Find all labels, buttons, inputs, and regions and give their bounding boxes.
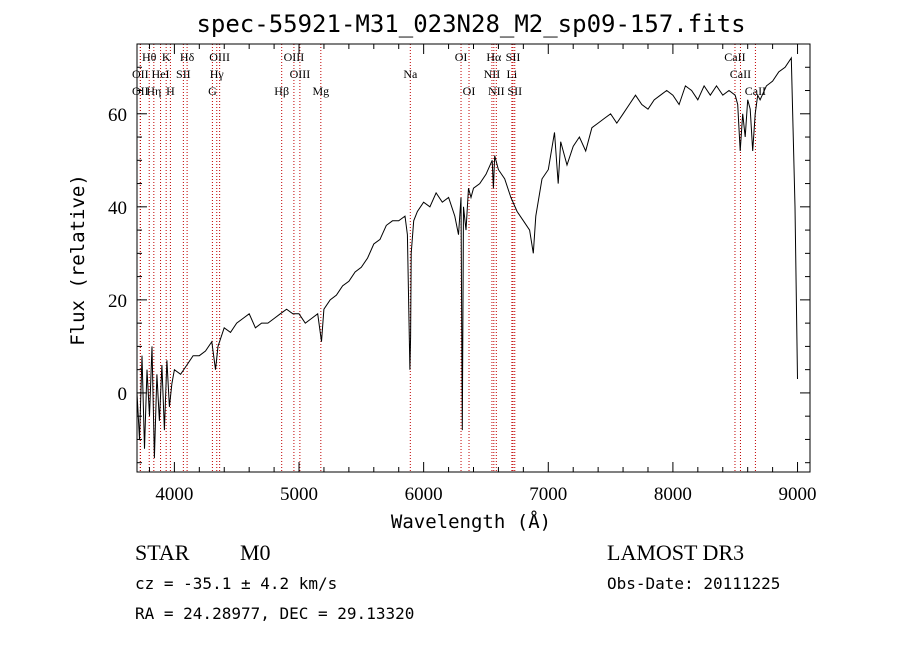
y-tick-label-3: 60	[108, 105, 127, 126]
spectrum-series-line	[136, 56, 798, 459]
x-tick-label-1: 5000	[280, 484, 318, 505]
subclass-label: M0	[240, 540, 271, 565]
obsdate-text: Obs-Date: 20111225	[607, 574, 780, 593]
line-marker-label-22: Hβ	[274, 84, 289, 98]
line-marker-label-8: CaII	[724, 50, 745, 64]
line-marker-label-5: OI	[455, 50, 468, 64]
line-marker-label-1: K	[162, 50, 171, 64]
y-tick-label-0: 0	[118, 384, 128, 405]
plot-frame	[136, 43, 811, 473]
coordinates-text: RA = 24.28977, DEC = 29.13320	[135, 604, 414, 623]
x-tick-label-0: 4000	[155, 484, 193, 505]
line-marker-label-3: OIII	[209, 50, 230, 64]
line-marker-label-6: Hα	[486, 50, 502, 64]
chart-title: spec-55921-M31_023N28_M2_sp09-157.fits	[196, 10, 745, 38]
line-marker-label-12: Hγ	[210, 67, 225, 81]
survey-label: LAMOST DR3	[607, 540, 744, 565]
x-tick-label-5: 9000	[779, 484, 817, 505]
line-marker-label-16: Li	[507, 67, 518, 81]
line-marker-label-2: Hδ	[180, 50, 195, 64]
y-axis-ticks: 0 20 40 60	[108, 43, 810, 464]
line-marker-labels: Hθ K Hδ OIII OIII OI Hα SII CaII OII HeI SII Hγ OIII N…	[132, 50, 766, 98]
line-marker-label-15: NII	[484, 67, 501, 81]
x-tick-label-2: 6000	[405, 484, 443, 505]
y-axis-label: Flux (relative)	[67, 174, 89, 346]
line-marker-label-24: OI	[463, 84, 476, 98]
line-marker-label-21: G	[208, 84, 217, 98]
y-tick-label-1: 20	[108, 291, 127, 312]
line-marker-label-13: OIII	[290, 67, 311, 81]
x-tick-label-3: 7000	[529, 484, 567, 505]
class-label: STAR	[135, 540, 190, 565]
line-marker-label-23: Mg	[312, 84, 329, 98]
line-marker-label-19: Hη	[146, 84, 161, 98]
line-marker-label-17: CaII	[730, 67, 751, 81]
velocity-text: cz = -35.1 ± 4.2 km/s	[135, 574, 337, 593]
line-marker-label-25: NII	[488, 84, 505, 98]
line-marker-label-26: SII	[507, 84, 522, 98]
line-marker-label-27: CaII	[745, 84, 766, 98]
line-marker-label-10: HeI	[152, 67, 170, 81]
x-tick-label-4: 8000	[654, 484, 692, 505]
line-marker-label-7: SII	[506, 50, 521, 64]
line-markers	[139, 44, 756, 472]
x-axis-ticks: 4000 5000 6000 7000 8000 9000	[148, 44, 817, 505]
line-marker-label-14: Na	[403, 67, 418, 81]
line-marker-label-4: OIII	[284, 50, 305, 64]
x-axis-label: Wavelength (Å)	[391, 510, 551, 533]
y-tick-label-2: 40	[108, 198, 127, 219]
line-marker-label-0: Hθ	[142, 50, 157, 64]
line-marker-label-11: SII	[176, 67, 191, 81]
line-marker-label-20: H	[166, 84, 175, 98]
line-marker-label-9: OII	[132, 67, 149, 81]
